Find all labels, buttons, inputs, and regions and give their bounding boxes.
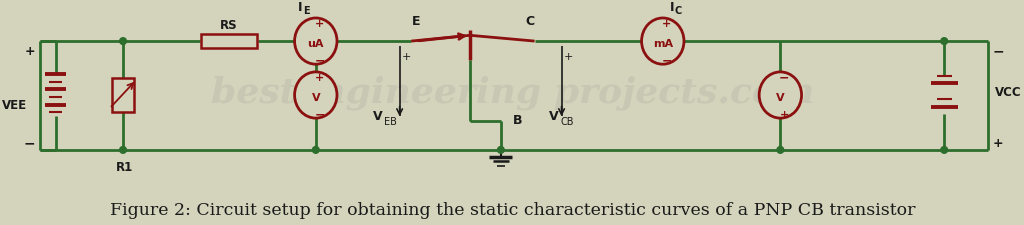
Text: R1: R1 (117, 160, 133, 173)
Text: C: C (525, 15, 535, 27)
Circle shape (498, 147, 504, 154)
Ellipse shape (759, 73, 802, 119)
Text: +: + (779, 110, 788, 120)
Text: EB: EB (384, 116, 397, 126)
Text: −: − (992, 45, 1004, 58)
Text: +: + (401, 52, 411, 61)
Text: C: C (675, 6, 682, 16)
Text: +: + (315, 72, 325, 82)
Circle shape (120, 147, 126, 154)
Ellipse shape (295, 19, 337, 65)
Text: B: B (512, 113, 522, 126)
Bar (201, 35, 257, 49)
Text: −: − (24, 136, 35, 150)
Text: E: E (412, 15, 420, 27)
Text: +: + (315, 19, 325, 29)
Text: I: I (298, 1, 303, 14)
Text: V: V (311, 92, 321, 102)
Circle shape (312, 147, 319, 154)
Circle shape (777, 147, 783, 154)
Circle shape (941, 147, 947, 154)
Text: mA: mA (652, 39, 673, 49)
Text: V: V (549, 110, 559, 123)
Text: +: + (992, 136, 1004, 149)
Text: −: − (314, 55, 325, 68)
Text: CB: CB (560, 116, 574, 126)
Text: E: E (303, 6, 309, 16)
Text: V: V (776, 92, 784, 102)
Bar (113, 78, 133, 113)
Ellipse shape (295, 73, 337, 119)
Text: −: − (662, 55, 672, 68)
Text: +: + (25, 45, 35, 58)
Text: V: V (373, 110, 382, 123)
Text: +: + (662, 19, 672, 29)
Text: bestengineering projects.com: bestengineering projects.com (211, 76, 814, 110)
Text: +: + (563, 52, 572, 61)
Text: Figure 2: Circuit setup for obtaining the static characteristic curves of a PNP : Figure 2: Circuit setup for obtaining th… (110, 201, 915, 218)
Circle shape (941, 38, 947, 45)
Text: I: I (670, 1, 675, 14)
Circle shape (120, 38, 126, 45)
Text: −: − (779, 71, 790, 84)
Text: RS: RS (220, 19, 238, 32)
Text: VEE: VEE (1, 99, 27, 112)
Text: uA: uA (307, 39, 324, 49)
Text: VCC: VCC (995, 85, 1022, 98)
Ellipse shape (642, 19, 684, 65)
Text: −: − (314, 108, 325, 121)
